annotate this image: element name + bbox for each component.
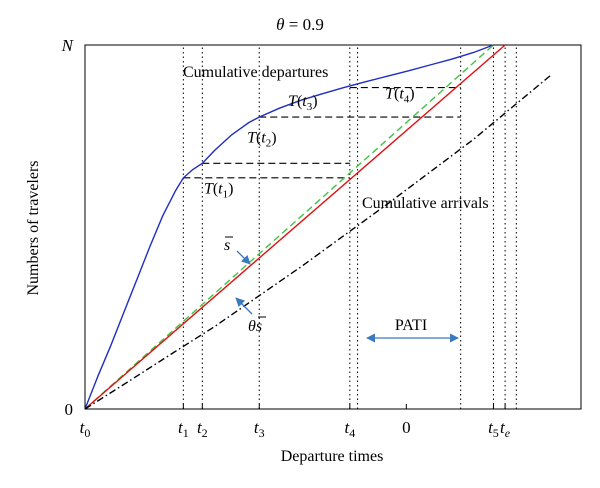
- pati-label: PATI: [395, 317, 427, 334]
- queue-time-label-t2: T(t2): [247, 130, 277, 150]
- y-axis-ticks: 0N: [61, 36, 90, 419]
- x-axis-label: Departure times: [281, 448, 384, 465]
- x-tick-label-0: t0: [80, 418, 91, 440]
- cumulative-arrivals-label: Cumulative arrivals: [362, 195, 489, 212]
- series-arrivals_theta: [84, 73, 553, 410]
- s-bar-arrow: [236, 250, 251, 265]
- chart-title: θ = 0.9: [276, 15, 324, 34]
- queue-time-label-t4: T(t4): [385, 86, 415, 106]
- queue-time-lines: [183, 87, 461, 179]
- theta-s-bar-label: θs: [248, 318, 262, 335]
- theta-s-bar-arrow: [235, 297, 253, 315]
- series-arrivals_red: [84, 44, 506, 410]
- cumulative-departures-label: Cumulative departures: [183, 64, 328, 81]
- series-departures: [84, 44, 494, 410]
- queue-time-labels: T(t1) T(t2) T(t3) T(t4): [204, 86, 415, 201]
- vertical-time-markers: [182, 45, 517, 409]
- y-tick-label-0: 0: [65, 400, 74, 419]
- plot-area-frame: [84, 44, 582, 410]
- x-tick-label-6: t5: [488, 418, 499, 440]
- y-tick-label-1: N: [61, 36, 75, 55]
- series-lines: [84, 44, 553, 410]
- s-bar-label: s: [224, 237, 230, 254]
- queue-time-label-t1: T(t1): [204, 181, 234, 201]
- x-tick-label-2: t2: [197, 418, 208, 440]
- x-axis-ticks: t0 t1 t2 t3 t4 0 t5 te: [80, 404, 511, 440]
- series-arrival_s: [84, 44, 494, 410]
- x-tick-label-1: t1: [178, 418, 189, 440]
- x-tick-label-5: 0: [402, 418, 411, 437]
- x-tick-label-3: t3: [254, 418, 265, 440]
- x-tick-label-4: t4: [344, 418, 355, 440]
- y-axis-label: Numbers of travelers: [25, 160, 42, 295]
- x-tick-label-7: te: [500, 418, 511, 440]
- queue-time-label-t3: T(t3): [288, 93, 318, 113]
